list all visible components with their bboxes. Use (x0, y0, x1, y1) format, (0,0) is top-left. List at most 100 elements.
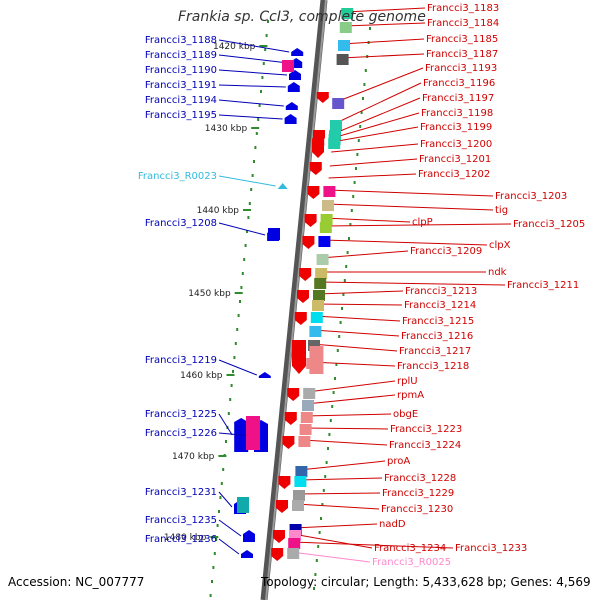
axis-dot (233, 356, 236, 359)
gene-mark-block (332, 98, 345, 109)
gene-label: Francci3_1208 (145, 218, 217, 229)
axis-dot (335, 363, 338, 366)
gene-leader-line (315, 303, 403, 306)
gene-leader-line (340, 53, 425, 59)
gene-leader-line (218, 491, 233, 508)
gene-label: Francci3_1200 (420, 139, 492, 150)
gene-leader-line (313, 329, 400, 337)
gene-label: Francci3_1184 (427, 18, 499, 29)
axis-dot (211, 580, 213, 583)
axis-dot (216, 524, 219, 527)
axis-dot (352, 195, 355, 198)
axis-dot (349, 223, 352, 226)
axis-dot (230, 384, 233, 387)
gene-mark-forward (291, 48, 304, 56)
axis-dot (364, 69, 367, 72)
gene-label: Francci3_1188 (145, 35, 217, 46)
gene-leader-line (295, 503, 380, 510)
axis-dot (220, 482, 223, 485)
axis-dot (315, 559, 318, 562)
axis-dot (222, 468, 225, 471)
kbp-tick-label: 1470 kbp (172, 452, 215, 462)
gene-mark-reverse (276, 500, 288, 513)
gene-label: Francci3_1219 (145, 355, 217, 366)
gene-leader-line (218, 39, 290, 53)
gene-label: Francci3_1236 (145, 534, 217, 545)
gene-leader-line (299, 460, 386, 471)
axis-dot (350, 209, 353, 212)
gene-leader-line (343, 22, 426, 27)
gene-mark-forward (243, 530, 255, 542)
gene-mark-block (237, 497, 249, 513)
gene-label: Francci3_1233 (455, 543, 527, 554)
gene-mark-reverse (292, 340, 306, 374)
kbp-tick-label: 1430 kbp (205, 124, 248, 134)
gene-leader-line (292, 541, 454, 549)
axis-dot (357, 139, 360, 142)
gene-label: Francci3_1228 (384, 473, 456, 484)
gene-label: Francci3_1194 (145, 95, 217, 106)
gene-leader-line (218, 175, 276, 187)
gene-mark-block (289, 530, 301, 541)
axis-dot (227, 412, 230, 415)
kbp-tick-label: 1420 kbp (213, 42, 256, 52)
gene-leader-line (332, 97, 421, 135)
axis-dot (241, 272, 244, 275)
gene-mark-forward (289, 70, 301, 80)
axis-dot (332, 391, 335, 394)
gene-mark-reverse (271, 548, 284, 561)
gene-label: Francci3_1191 (145, 80, 217, 91)
axis-dot (260, 90, 262, 93)
axis-dot (343, 279, 346, 282)
gene-leader-line (218, 84, 286, 88)
axis-dot (209, 594, 212, 597)
axis-dot (334, 377, 336, 380)
axis-dot (246, 230, 248, 233)
gene-leader-line (218, 359, 257, 376)
gene-mark-block (313, 290, 325, 301)
gene-label: Francci3_1229 (382, 488, 454, 499)
gene-label: Francci3_1217 (399, 346, 471, 357)
axis-dot (348, 237, 350, 240)
gene-leader-line (296, 492, 381, 495)
axis-dot (353, 181, 356, 184)
gene-mark-block (323, 186, 336, 197)
gene-label: Francci3_1234 (374, 543, 446, 554)
gene-mark-block (246, 416, 260, 450)
gene-mark-block (316, 254, 329, 265)
gene-mark-reverse (294, 312, 307, 325)
gene-mark-block (268, 228, 280, 240)
axis-dot (262, 62, 265, 65)
gene-label: ndk (488, 267, 507, 278)
gene-leader-line (293, 523, 378, 529)
gene-label: Francci3_1183 (427, 3, 499, 14)
gene-mark-block (289, 524, 302, 535)
gene-label: Francci3_1235 (145, 515, 217, 526)
gene-label: clpX (489, 240, 511, 251)
axis-dot (327, 447, 329, 450)
gene-label: Francci3_1190 (145, 65, 217, 76)
axis-dot (254, 146, 257, 149)
axis-dot (219, 496, 222, 499)
axis-dot (265, 34, 268, 37)
kbp-tick-label: 1480 kbp (164, 533, 207, 543)
gene-label: Francci3_1189 (145, 50, 217, 61)
gene-leader-line (324, 217, 411, 223)
gene-mark-reverse (312, 140, 324, 158)
axis-dot (243, 258, 246, 261)
gene-leader-line (325, 203, 494, 211)
gene-mark-block (303, 388, 316, 399)
kbp-tick-label: 1440 kbp (197, 206, 240, 216)
gene-label: Francci3_1201 (419, 154, 491, 165)
gene-leader-line (302, 439, 388, 446)
axis-dot (237, 314, 240, 317)
gene-leader-line (307, 380, 396, 393)
gene-mark-reverse (302, 236, 315, 249)
gene-mark-block (312, 300, 324, 311)
gene-label: Francci3_1195 (145, 110, 217, 121)
gene-label: Francci3_1202 (418, 169, 490, 180)
axis-dot (251, 174, 254, 177)
axis-dot (339, 321, 342, 324)
gene-label: Francci3_1224 (389, 440, 461, 451)
